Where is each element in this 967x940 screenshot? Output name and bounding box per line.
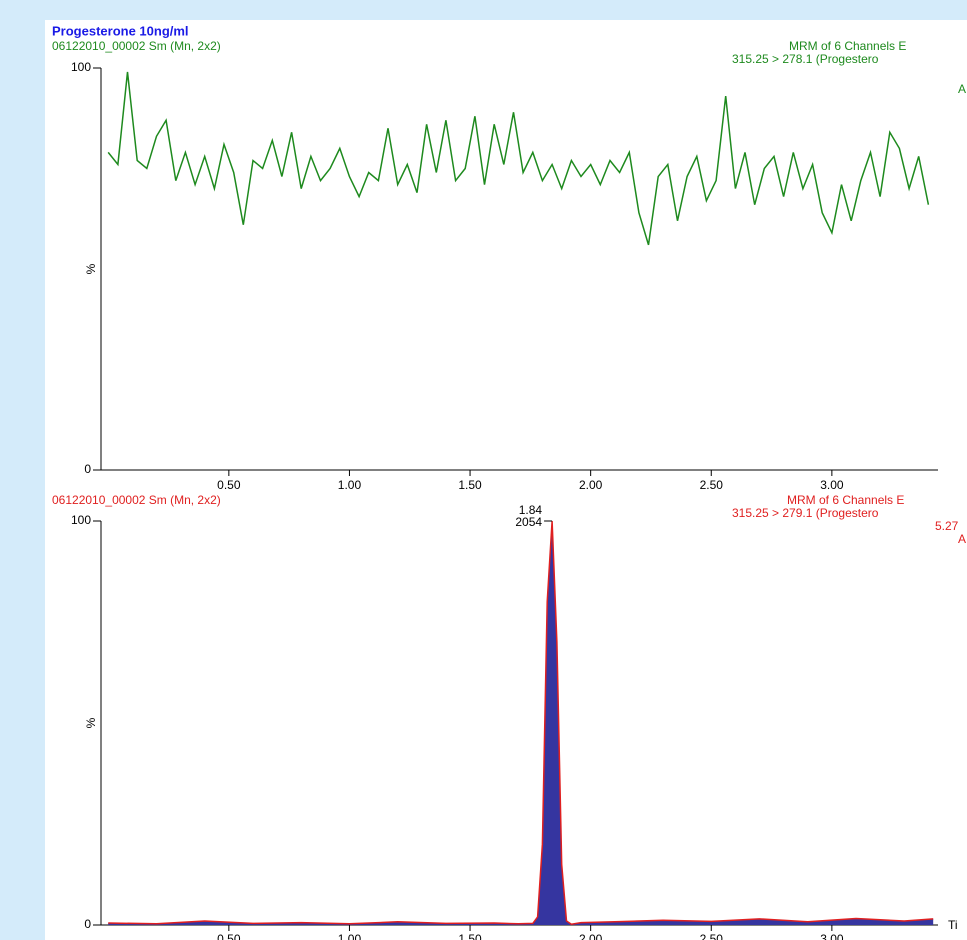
y-tick-label: 100 [71, 513, 91, 527]
x-tick-label: 1.50 [458, 932, 482, 940]
y-tick-label: 0 [84, 462, 91, 476]
x-tick-label: 1.00 [338, 932, 362, 940]
x-tick-label: 2.00 [579, 478, 603, 492]
header-text: MRM of 6 Channels E [787, 493, 904, 507]
subtitle: 06122010_00002 Sm (Mn, 2x2) [52, 39, 221, 53]
x-tick-label: 3.00 [820, 932, 844, 940]
y-axis-label: % [84, 717, 98, 728]
y-tick-label: 0 [84, 917, 91, 931]
line [107, 71, 930, 246]
x-tick-label: 1.00 [338, 478, 362, 492]
header-text: A [958, 82, 966, 96]
subtitle: 06122010_00002 Sm (Mn, 2x2) [52, 493, 221, 507]
peak-height: 2054 [515, 515, 542, 529]
x-tick-label: 1.50 [458, 478, 482, 492]
chart-title: Progesterone 10ng/ml [52, 23, 189, 38]
x-tick-label: 2.50 [700, 478, 724, 492]
header-text: 5.27 [935, 519, 959, 533]
x-tick-label: 2.00 [579, 932, 603, 940]
line [108, 520, 934, 925]
y-tick-label: 100 [71, 60, 91, 74]
x-tick-label: 2.50 [700, 932, 724, 940]
x-tick-label: 0.50 [217, 478, 241, 492]
x-tick-label: 3.00 [820, 478, 844, 492]
header-text: 315.25 > 279.1 (Progestero [732, 506, 879, 520]
x-axis-label: Ti [948, 918, 958, 932]
header-text: MRM of 6 Channels E [789, 39, 906, 53]
y-axis-label: % [84, 263, 98, 274]
header-text: 315.25 > 278.1 (Progestero [732, 52, 879, 66]
x-tick-label: 0.50 [217, 932, 241, 940]
header-text: A [958, 532, 966, 546]
peak-time: 1.84 [519, 503, 543, 517]
